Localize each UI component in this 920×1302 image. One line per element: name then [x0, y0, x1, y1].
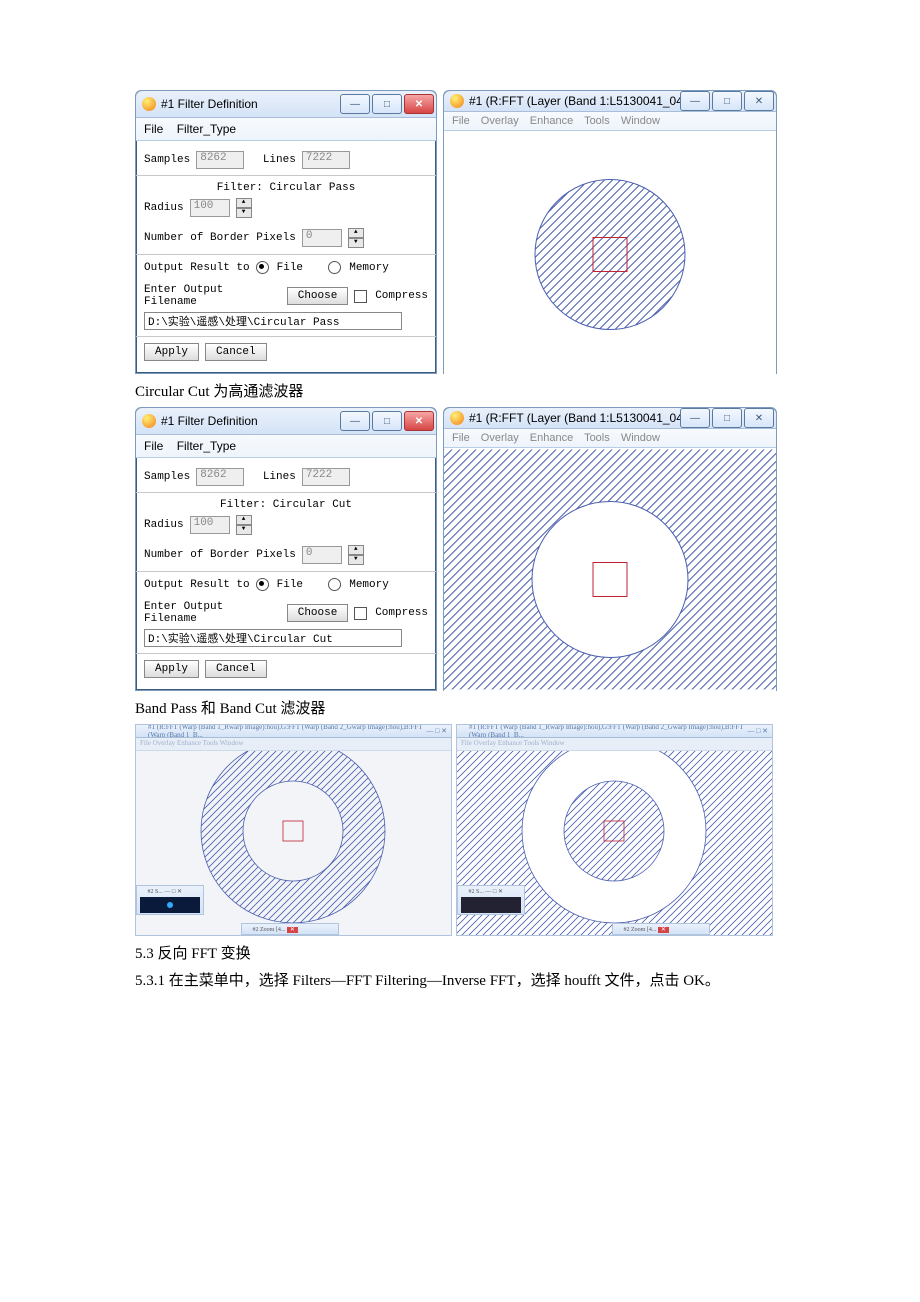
preview-canvas: #2 S... — □ ✕ #2 Zoom [4... ✕: [457, 751, 772, 935]
radius-spinner[interactable]: ▲▼: [236, 198, 252, 218]
window-title: #1 Filter Definition: [161, 97, 340, 111]
app-icon: [450, 94, 464, 108]
border-pixels-label: Number of Border Pixels: [144, 232, 296, 244]
border-spinner[interactable]: ▲▼: [348, 545, 364, 565]
apply-button[interactable]: Apply: [144, 660, 199, 678]
preview-canvas: [444, 448, 776, 691]
filter-type-label: Filter: Circular Cut: [220, 499, 352, 511]
menu-bar: File Overlay Enhance Tools Window: [136, 738, 451, 751]
minimize-button[interactable]: —: [680, 91, 710, 111]
radius-label: Radius: [144, 202, 184, 214]
compress-checkbox[interactable]: [354, 607, 367, 620]
titlebar[interactable]: #1 (R:FFT (Warp (Band 1_Rwarp Image):hou…: [136, 725, 451, 738]
menu-file[interactable]: File: [144, 122, 163, 136]
border-spinner[interactable]: ▲▼: [348, 228, 364, 248]
band-cut-window: #1 (R:FFT (Warp (Band 1_Rwarp Image):hou…: [456, 724, 773, 936]
app-icon: [142, 97, 156, 111]
radio-memory[interactable]: [328, 261, 341, 274]
menu-file[interactable]: File: [144, 439, 163, 453]
choose-button[interactable]: Choose: [287, 604, 349, 622]
close-button[interactable]: ✕: [744, 408, 774, 428]
mini-window-scroll[interactable]: #2 S... — □ ✕: [457, 885, 525, 915]
radio-memory[interactable]: [328, 578, 341, 591]
section-5-3-1: 5.3.1 在主菜单中，选择 Filters—FFT Filtering—Inv…: [135, 969, 785, 990]
samples-label: Samples: [144, 154, 190, 166]
titlebar[interactable]: #1 Filter Definition — □ ✕: [136, 408, 436, 435]
minimize-button[interactable]: —: [340, 411, 370, 431]
window-title: #1 (R:FFT (Layer (Band 1:L5130041_041200…: [469, 94, 680, 108]
app-icon: [140, 887, 146, 893]
enter-filename-label: Enter Output Filename: [144, 284, 281, 308]
lines-input[interactable]: 7222: [302, 468, 350, 486]
cancel-button[interactable]: Cancel: [205, 343, 267, 361]
app-icon: [450, 411, 464, 425]
titlebar[interactable]: #1 Filter Definition — □ ✕: [136, 91, 436, 118]
menu-bar: File Filter_Type: [136, 435, 436, 458]
app-icon: [461, 887, 467, 893]
app-icon: [142, 414, 156, 428]
maximize-button[interactable]: □: [712, 408, 742, 428]
radius-input[interactable]: 100: [190, 199, 230, 217]
close-button[interactable]: ✕: [404, 94, 434, 114]
preview-canvas: #2 S... — □ ✕ #2 Zoom [4... ✕: [136, 751, 451, 935]
window-buttons[interactable]: — □ ✕: [747, 727, 768, 735]
radius-input[interactable]: 100: [190, 516, 230, 534]
menu-filter-type[interactable]: Filter_Type: [177, 439, 236, 453]
window-title: #1 (R:FFT (Layer (Band 1:L5130041_041200…: [469, 411, 680, 425]
titlebar[interactable]: #1 (R:FFT (Layer (Band 1:L5130041_041200…: [444, 408, 776, 429]
output-path-input[interactable]: D:\实验\遥感\处理\Circular Cut: [144, 629, 402, 647]
border-pixels-input[interactable]: 0: [302, 546, 342, 564]
cancel-button[interactable]: Cancel: [205, 660, 267, 678]
fft-preview-window-pass: #1 (R:FFT (Layer (Band 1:L5130041_041200…: [443, 90, 777, 374]
lines-label: Lines: [263, 154, 296, 166]
lines-input[interactable]: 7222: [302, 151, 350, 169]
mini-window-zoom[interactable]: #2 Zoom [4... ✕: [612, 923, 710, 935]
radius-spinner[interactable]: ▲▼: [236, 515, 252, 535]
radio-file[interactable]: [256, 578, 269, 591]
samples-input[interactable]: 8262: [196, 468, 244, 486]
output-result-label: Output Result to: [144, 262, 250, 274]
menu-bar: File Filter_Type: [136, 118, 436, 141]
caption-band: Band Pass 和 Band Cut 滤波器: [135, 697, 785, 718]
radio-file[interactable]: [256, 261, 269, 274]
maximize-button[interactable]: □: [372, 94, 402, 114]
caption-circular-cut: Circular Cut 为高通滤波器: [135, 380, 785, 401]
maximize-button[interactable]: □: [712, 91, 742, 111]
minimize-button[interactable]: —: [680, 408, 710, 428]
menu-bar: File Overlay Enhance Tools Window: [444, 429, 776, 448]
compress-checkbox[interactable]: [354, 290, 367, 303]
mini-window-scroll[interactable]: #2 S... — □ ✕: [136, 885, 204, 915]
choose-button[interactable]: Choose: [287, 287, 349, 305]
menu-bar: File Overlay Enhance Tools Window: [457, 738, 772, 751]
mini-window-zoom[interactable]: #2 Zoom [4... ✕: [241, 923, 339, 935]
samples-input[interactable]: 8262: [196, 151, 244, 169]
border-pixels-input[interactable]: 0: [302, 229, 342, 247]
band-pass-window: #1 (R:FFT (Warp (Band 1_Rwarp Image):hou…: [135, 724, 452, 936]
app-icon: [461, 727, 469, 735]
app-icon: [140, 727, 148, 735]
filter-definition-window-pass: #1 Filter Definition — □ ✕ File Filter_T…: [135, 90, 437, 374]
fft-preview-window-cut: #1 (R:FFT (Layer (Band 1:L5130041_041200…: [443, 407, 777, 691]
maximize-button[interactable]: □: [372, 411, 402, 431]
apply-button[interactable]: Apply: [144, 343, 199, 361]
close-button[interactable]: ✕: [404, 411, 434, 431]
filter-definition-window-cut: #1 Filter Definition — □ ✕ File Filter_T…: [135, 407, 437, 691]
filter-type-label: Filter: Circular Pass: [217, 182, 356, 194]
section-5-3: 5.3 反向 FFT 变换: [135, 942, 785, 963]
app-icon: [245, 925, 251, 931]
window-title: #1 Filter Definition: [161, 414, 340, 428]
close-button[interactable]: ✕: [744, 91, 774, 111]
menu-filter-type[interactable]: Filter_Type: [177, 122, 236, 136]
app-icon: [616, 925, 622, 931]
titlebar[interactable]: #1 (R:FFT (Layer (Band 1:L5130041_041200…: [444, 91, 776, 112]
output-path-input[interactable]: D:\实验\遥感\处理\Circular Pass: [144, 312, 402, 330]
preview-canvas: [444, 131, 776, 374]
menu-bar: File Overlay Enhance Tools Window: [444, 112, 776, 131]
titlebar[interactable]: #1 (R:FFT (Warp (Band 1_Rwarp Image):hou…: [457, 725, 772, 738]
window-buttons[interactable]: — □ ✕: [426, 727, 447, 735]
minimize-button[interactable]: —: [340, 94, 370, 114]
